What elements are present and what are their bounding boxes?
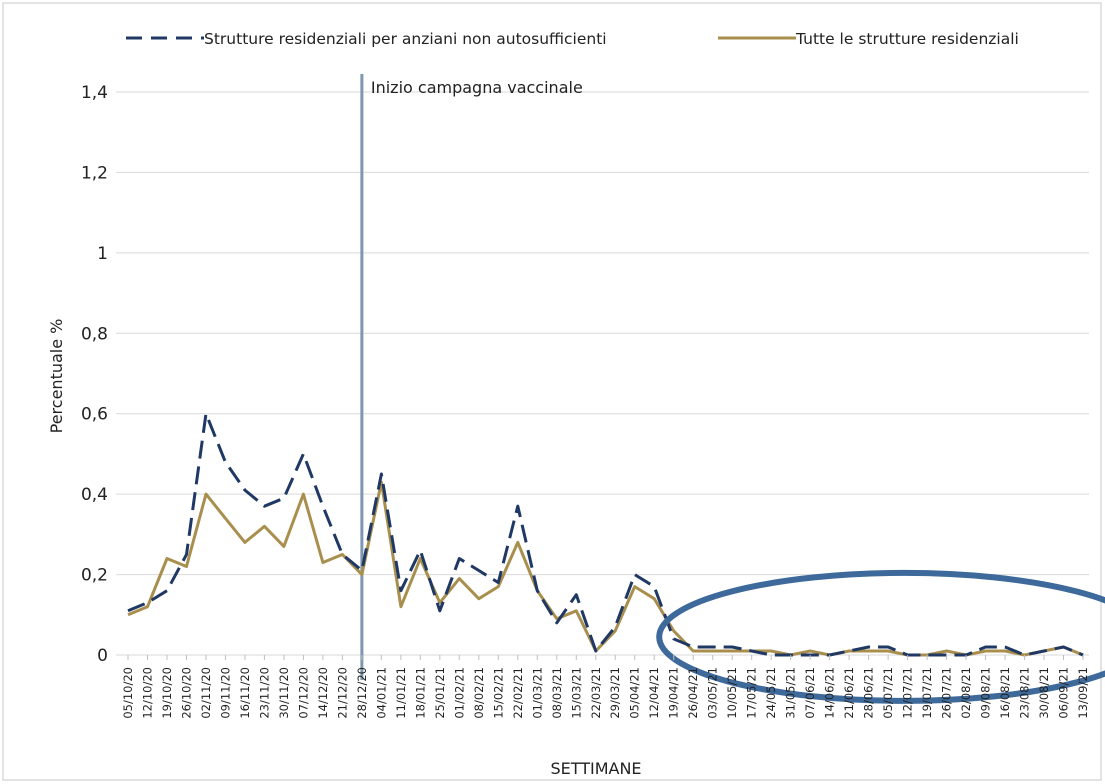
highlight-layer: [656, 569, 1105, 704]
x-tick-label: 05/10/20: [121, 667, 135, 719]
x-tick-label: 17/05/21: [745, 667, 759, 719]
x-tick-label: 12/04/21: [647, 667, 661, 719]
x-axis-title: SETTIMANE: [550, 759, 641, 778]
x-tick-label: 03/05/21: [706, 667, 720, 719]
y-tick-label: 1: [97, 244, 108, 264]
series-layer: [127, 412, 1084, 657]
y-tick-label: 0,2: [81, 566, 108, 586]
x-tick-label: 16/11/20: [238, 667, 252, 719]
legend-item-anziani: Strutture residenziali per anziani non a…: [126, 30, 607, 48]
y-tick-label: 0,4: [81, 485, 108, 505]
x-tick-label: 05/04/21: [628, 667, 642, 719]
gridlines: [116, 91, 1089, 656]
legend: Strutture residenziali per anziani non a…: [126, 30, 1019, 48]
x-tick-label: 25/01/21: [433, 667, 447, 719]
x-tick-label: 06/09/21: [1057, 667, 1071, 719]
highlight-ellipse: [656, 569, 1105, 704]
x-tick-label: 09/08/21: [979, 667, 993, 719]
x-tick-label: 28/12/20: [355, 667, 369, 719]
x-tick-label: 14/06/21: [823, 667, 837, 719]
x-tick-label: 16/08/21: [998, 667, 1012, 719]
series-line-anziani: [127, 412, 1084, 657]
x-tick-label: 24/05/21: [764, 667, 778, 719]
y-axis: 0 0,2 0,4 0,6 0,8 1 1,2 1,4: [81, 83, 108, 666]
x-tick-label: 26/10/20: [179, 667, 193, 719]
x-tick-label: 26/04/21: [686, 667, 700, 719]
x-tick-label: 23/11/20: [257, 667, 271, 719]
x-axis: 05/10/20 12/10/20 19/10/20 26/10/20 02/11/20…: [121, 655, 1090, 719]
vaccination-start-label: Inizio campagna vaccinale: [371, 78, 583, 97]
x-tick-label: 01/02/21: [452, 667, 466, 719]
x-tick-label: 19/07/21: [920, 667, 934, 719]
x-tick-label: 21/12/20: [335, 667, 349, 719]
x-tick-label: 07/12/20: [296, 667, 310, 719]
x-tick-label: 10/05/21: [725, 667, 739, 719]
x-tick-label: 12/10/20: [140, 667, 154, 719]
x-tick-label: 19/04/21: [667, 667, 681, 719]
x-tick-label: 13/09/21: [1076, 667, 1090, 719]
x-tick-label: 12/07/21: [901, 667, 915, 719]
y-tick-label: 0: [97, 646, 108, 666]
x-tick-label: 14/12/20: [316, 667, 330, 719]
x-tick-label: 08/02/21: [472, 667, 486, 719]
x-tick-label: 04/01/21: [374, 667, 388, 719]
x-tick-label: 15/02/21: [491, 667, 505, 719]
legend-label: Strutture residenziali per anziani non a…: [204, 30, 607, 48]
x-tick-label: 15/03/21: [569, 667, 583, 719]
x-tick-label: 26/07/21: [940, 667, 954, 719]
x-tick-label: 21/06/21: [842, 667, 856, 719]
x-tick-label: 11/01/21: [394, 667, 408, 719]
y-tick-label: 0,8: [81, 324, 108, 344]
x-tick-label: 02/08/21: [959, 667, 973, 719]
x-tick-label: 30/11/20: [277, 667, 291, 719]
x-tick-label: 31/05/21: [784, 667, 798, 719]
x-tick-label: 01/03/21: [530, 667, 544, 719]
annotation-layer: Inizio campagna vaccinale: [360, 74, 583, 680]
x-tick-label: 18/01/21: [413, 667, 427, 719]
x-tick-label: 23/08/21: [1018, 667, 1032, 719]
y-tick-label: 0,6: [81, 405, 108, 425]
x-tick-label: 05/07/21: [881, 667, 895, 719]
y-tick-label: 1,2: [81, 163, 108, 183]
legend-item-tutte: Tutte le strutture residenziali: [718, 30, 1019, 48]
x-tick-label: 22/02/21: [511, 667, 525, 719]
x-tick-label: 30/08/21: [1037, 667, 1051, 719]
y-axis-title: Percentuale %: [47, 319, 66, 434]
x-tick-label: 09/11/20: [218, 667, 232, 719]
x-tick-label: 19/10/20: [160, 667, 174, 719]
y-tick-label: 1,4: [81, 83, 108, 103]
x-tick-label: 22/03/21: [589, 667, 603, 719]
x-tick-label: 28/06/21: [862, 667, 876, 719]
x-tick-label: 07/06/21: [803, 667, 817, 719]
x-tick-label: 29/03/21: [608, 667, 622, 719]
legend-label: Tutte le strutture residenziali: [795, 30, 1019, 48]
x-tick-label: 02/11/20: [199, 667, 213, 719]
x-tick-label: 08/03/21: [550, 667, 564, 719]
